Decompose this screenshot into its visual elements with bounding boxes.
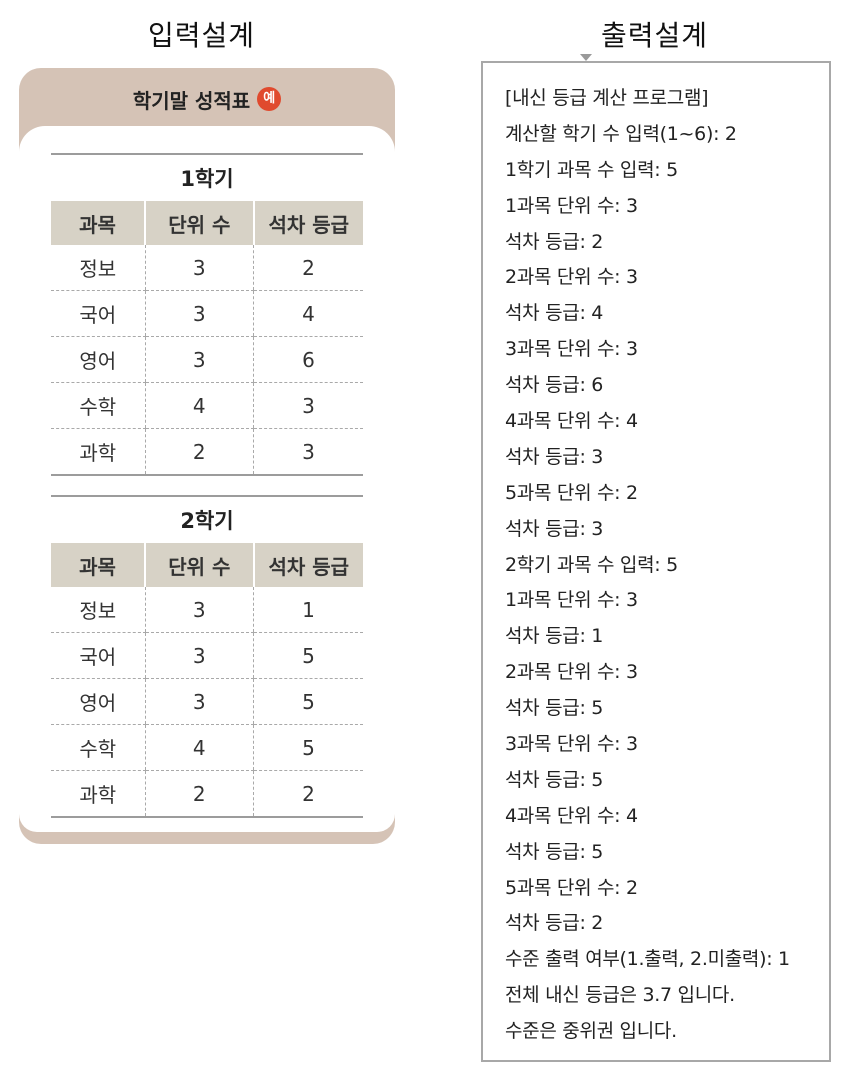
column-header: 석차 등급: [252, 201, 363, 245]
units-cell: 2: [144, 428, 254, 476]
output-line: 전체 내신 등급은 3.7 입니다.: [505, 984, 735, 1007]
report-card-header: 학기말 성적표 예: [19, 68, 395, 130]
column-header: 단위 수: [144, 543, 254, 587]
table-row: 국어 3 4: [51, 290, 363, 337]
output-line: 석차 등급: 3: [505, 517, 604, 540]
grade-cell: 3: [253, 428, 363, 476]
subject-cell: 수학: [51, 382, 146, 429]
table-row: 국어 3 5: [51, 632, 363, 679]
grades-table: 과목 단위 수 석차 등급 정보 3 1 국어 3 5 영어 3 5 수학 4 …: [51, 543, 363, 818]
output-line: 2학기 과목 수 입력: 5: [505, 553, 678, 576]
subject-cell: 국어: [51, 290, 146, 337]
column-header: 석차 등급: [252, 543, 363, 587]
grade-cell: 2: [253, 245, 363, 291]
input-design-title: 입력설계: [148, 19, 256, 52]
column-header: 과목: [51, 201, 146, 245]
output-line: 1과목 단위 수: 3: [505, 194, 638, 217]
table-row: 수학 4 3: [51, 382, 363, 429]
table-row: 영어 3 5: [51, 678, 363, 725]
subject-cell: 과학: [51, 428, 146, 476]
divider: [51, 153, 363, 155]
divider: [51, 495, 363, 497]
grades-table: 과목 단위 수 석차 등급 정보 3 2 국어 3 4 영어 3 6 수학 4 …: [51, 201, 363, 476]
output-line: 수준 출력 여부(1.출력, 2.미출력): 1: [505, 948, 790, 971]
output-line: 석차 등급: 3: [505, 445, 604, 468]
grade-cell: 1: [253, 587, 363, 633]
subject-cell: 과학: [51, 770, 146, 818]
units-cell: 3: [144, 678, 254, 725]
output-line: 2과목 단위 수: 3: [505, 266, 638, 289]
output-line: 석차 등급: 6: [505, 374, 604, 397]
semester-title: 1학기: [180, 167, 234, 191]
subject-cell: 정보: [51, 245, 146, 291]
subject-cell: 수학: [51, 724, 146, 771]
output-line: 석차 등급: 5: [505, 840, 604, 863]
output-line: 계산할 학기 수 입력(1~6): 2: [505, 122, 737, 145]
pointer-triangle-icon: [580, 54, 592, 61]
units-cell: 4: [144, 724, 254, 771]
grade-cell: 3: [253, 382, 363, 429]
output-line: 5과목 단위 수: 2: [505, 481, 638, 504]
grade-cell: 5: [253, 632, 363, 679]
grade-cell: 5: [253, 724, 363, 771]
output-lines: [내신 등급 계산 프로그램] 계산할 학기 수 입력(1~6): 2 1학기 과목…: [505, 81, 790, 1050]
table-row: 정보 3 2: [51, 245, 363, 291]
units-cell: 3: [144, 245, 254, 291]
output-line: 3과목 단위 수: 3: [505, 733, 638, 756]
units-cell: 2: [144, 770, 254, 818]
units-cell: 3: [144, 290, 254, 337]
grade-cell: 4: [253, 290, 363, 337]
subject-cell: 영어: [51, 336, 146, 383]
output-line: [내신 등급 계산 프로그램]: [505, 87, 709, 109]
units-cell: 3: [144, 632, 254, 679]
output-line: 2과목 단위 수: 3: [505, 661, 638, 684]
output-line: 석차 등급: 1: [505, 625, 604, 648]
output-line: 석차 등급: 2: [505, 912, 604, 935]
units-cell: 4: [144, 382, 254, 429]
table-header-row: 과목 단위 수 석차 등급: [51, 201, 363, 245]
table-row: 수학 4 5: [51, 724, 363, 771]
table-row: 정보 3 1: [51, 587, 363, 633]
grade-cell: 5: [253, 678, 363, 725]
output-line: 석차 등급: 5: [505, 697, 604, 720]
units-cell: 3: [144, 336, 254, 383]
column-header: 단위 수: [144, 201, 254, 245]
subject-cell: 정보: [51, 587, 146, 633]
grade-cell: 2: [253, 770, 363, 818]
semester-title: 2학기: [180, 509, 234, 533]
grade-cell: 6: [253, 336, 363, 383]
output-line: 4과목 단위 수: 4: [505, 410, 638, 433]
subject-cell: 영어: [51, 678, 146, 725]
output-line: 수준은 중위권 입니다.: [505, 1020, 677, 1043]
table-header-row: 과목 단위 수 석차 등급: [51, 543, 363, 587]
output-line: 1과목 단위 수: 3: [505, 589, 638, 612]
column-header: 과목: [51, 543, 146, 587]
output-console: [내신 등급 계산 프로그램] 계산할 학기 수 입력(1~6): 2 1학기 과목…: [481, 61, 831, 1062]
table-row: 과학 2 3: [51, 428, 363, 476]
table-row: 과학 2 2: [51, 770, 363, 818]
units-cell: 3: [144, 587, 254, 633]
output-line: 1학기 과목 수 입력: 5: [505, 158, 678, 181]
output-line: 3과목 단위 수: 3: [505, 338, 638, 361]
report-card-title: 학기말 성적표: [132, 88, 251, 113]
output-line: 석차 등급: 2: [505, 230, 604, 253]
table-row: 영어 3 6: [51, 336, 363, 383]
output-line: 5과목 단위 수: 2: [505, 876, 638, 899]
output-line: 석차 등급: 4: [505, 302, 604, 325]
output-line: 4과목 단위 수: 4: [505, 804, 638, 827]
output-design-title: 출력설계: [601, 19, 709, 52]
semester-2-block: 2학기 과목 단위 수 석차 등급 정보 3 1 국어 3 5 영어 3 5 수…: [51, 495, 363, 818]
subject-cell: 국어: [51, 632, 146, 679]
output-line: 석차 등급: 5: [505, 768, 604, 791]
example-badge: 예: [257, 87, 282, 111]
semester-1-block: 1학기 과목 단위 수 석차 등급 정보 3 2 국어 3 4 영어 3 6 수…: [51, 153, 363, 476]
